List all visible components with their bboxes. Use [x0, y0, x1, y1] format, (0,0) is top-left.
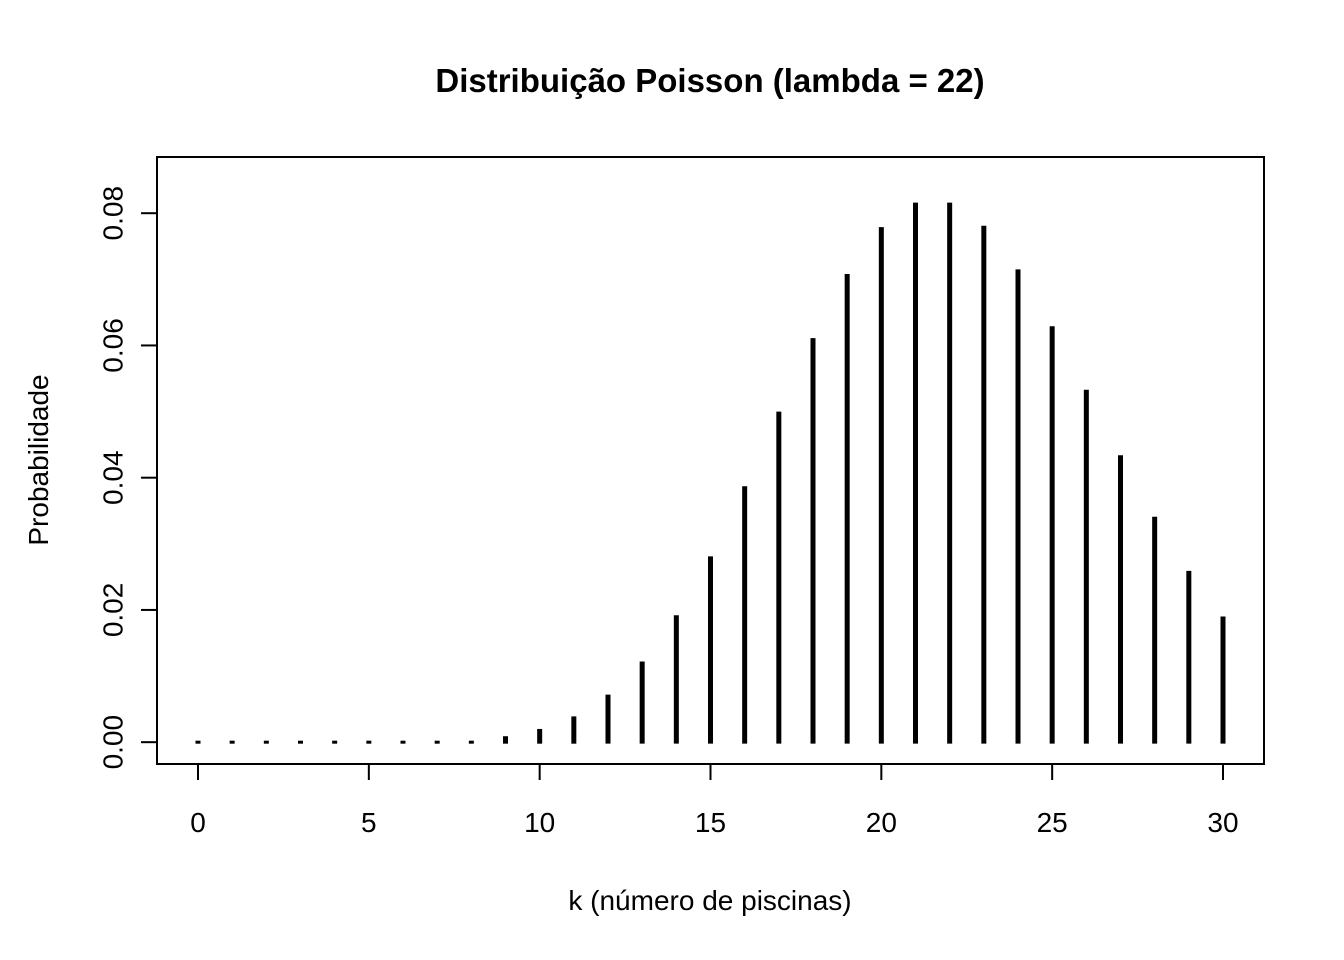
x-tick-label-10: 10 [524, 807, 555, 838]
y-tick-label-0.08: 0.08 [98, 186, 129, 241]
y-tick-label-0.06: 0.06 [98, 318, 129, 373]
x-axis: 0 5 10 15 20 25 30 [190, 763, 1239, 838]
y-tick-label-0.02: 0.02 [98, 583, 129, 638]
x-axis-label: k (número de piscinas) [568, 885, 851, 916]
x-tick-label-25: 25 [1037, 807, 1068, 838]
chart-title: Distribuição Poisson (lambda = 22) [435, 62, 984, 99]
y-axis: 0.00 0.02 0.04 0.06 0.08 [98, 186, 158, 769]
x-tick-label-20: 20 [866, 807, 897, 838]
x-tick-label-0: 0 [190, 807, 206, 838]
data-spikes [195, 202, 1226, 744]
x-tick-label-5: 5 [361, 807, 377, 838]
x-tick-label-15: 15 [695, 807, 726, 838]
y-axis-label: Probabilidade [23, 374, 54, 545]
y-tick-label-0.00: 0.00 [98, 715, 129, 770]
y-tick-label-0.04: 0.04 [98, 450, 129, 505]
x-tick-label-30: 30 [1207, 807, 1238, 838]
